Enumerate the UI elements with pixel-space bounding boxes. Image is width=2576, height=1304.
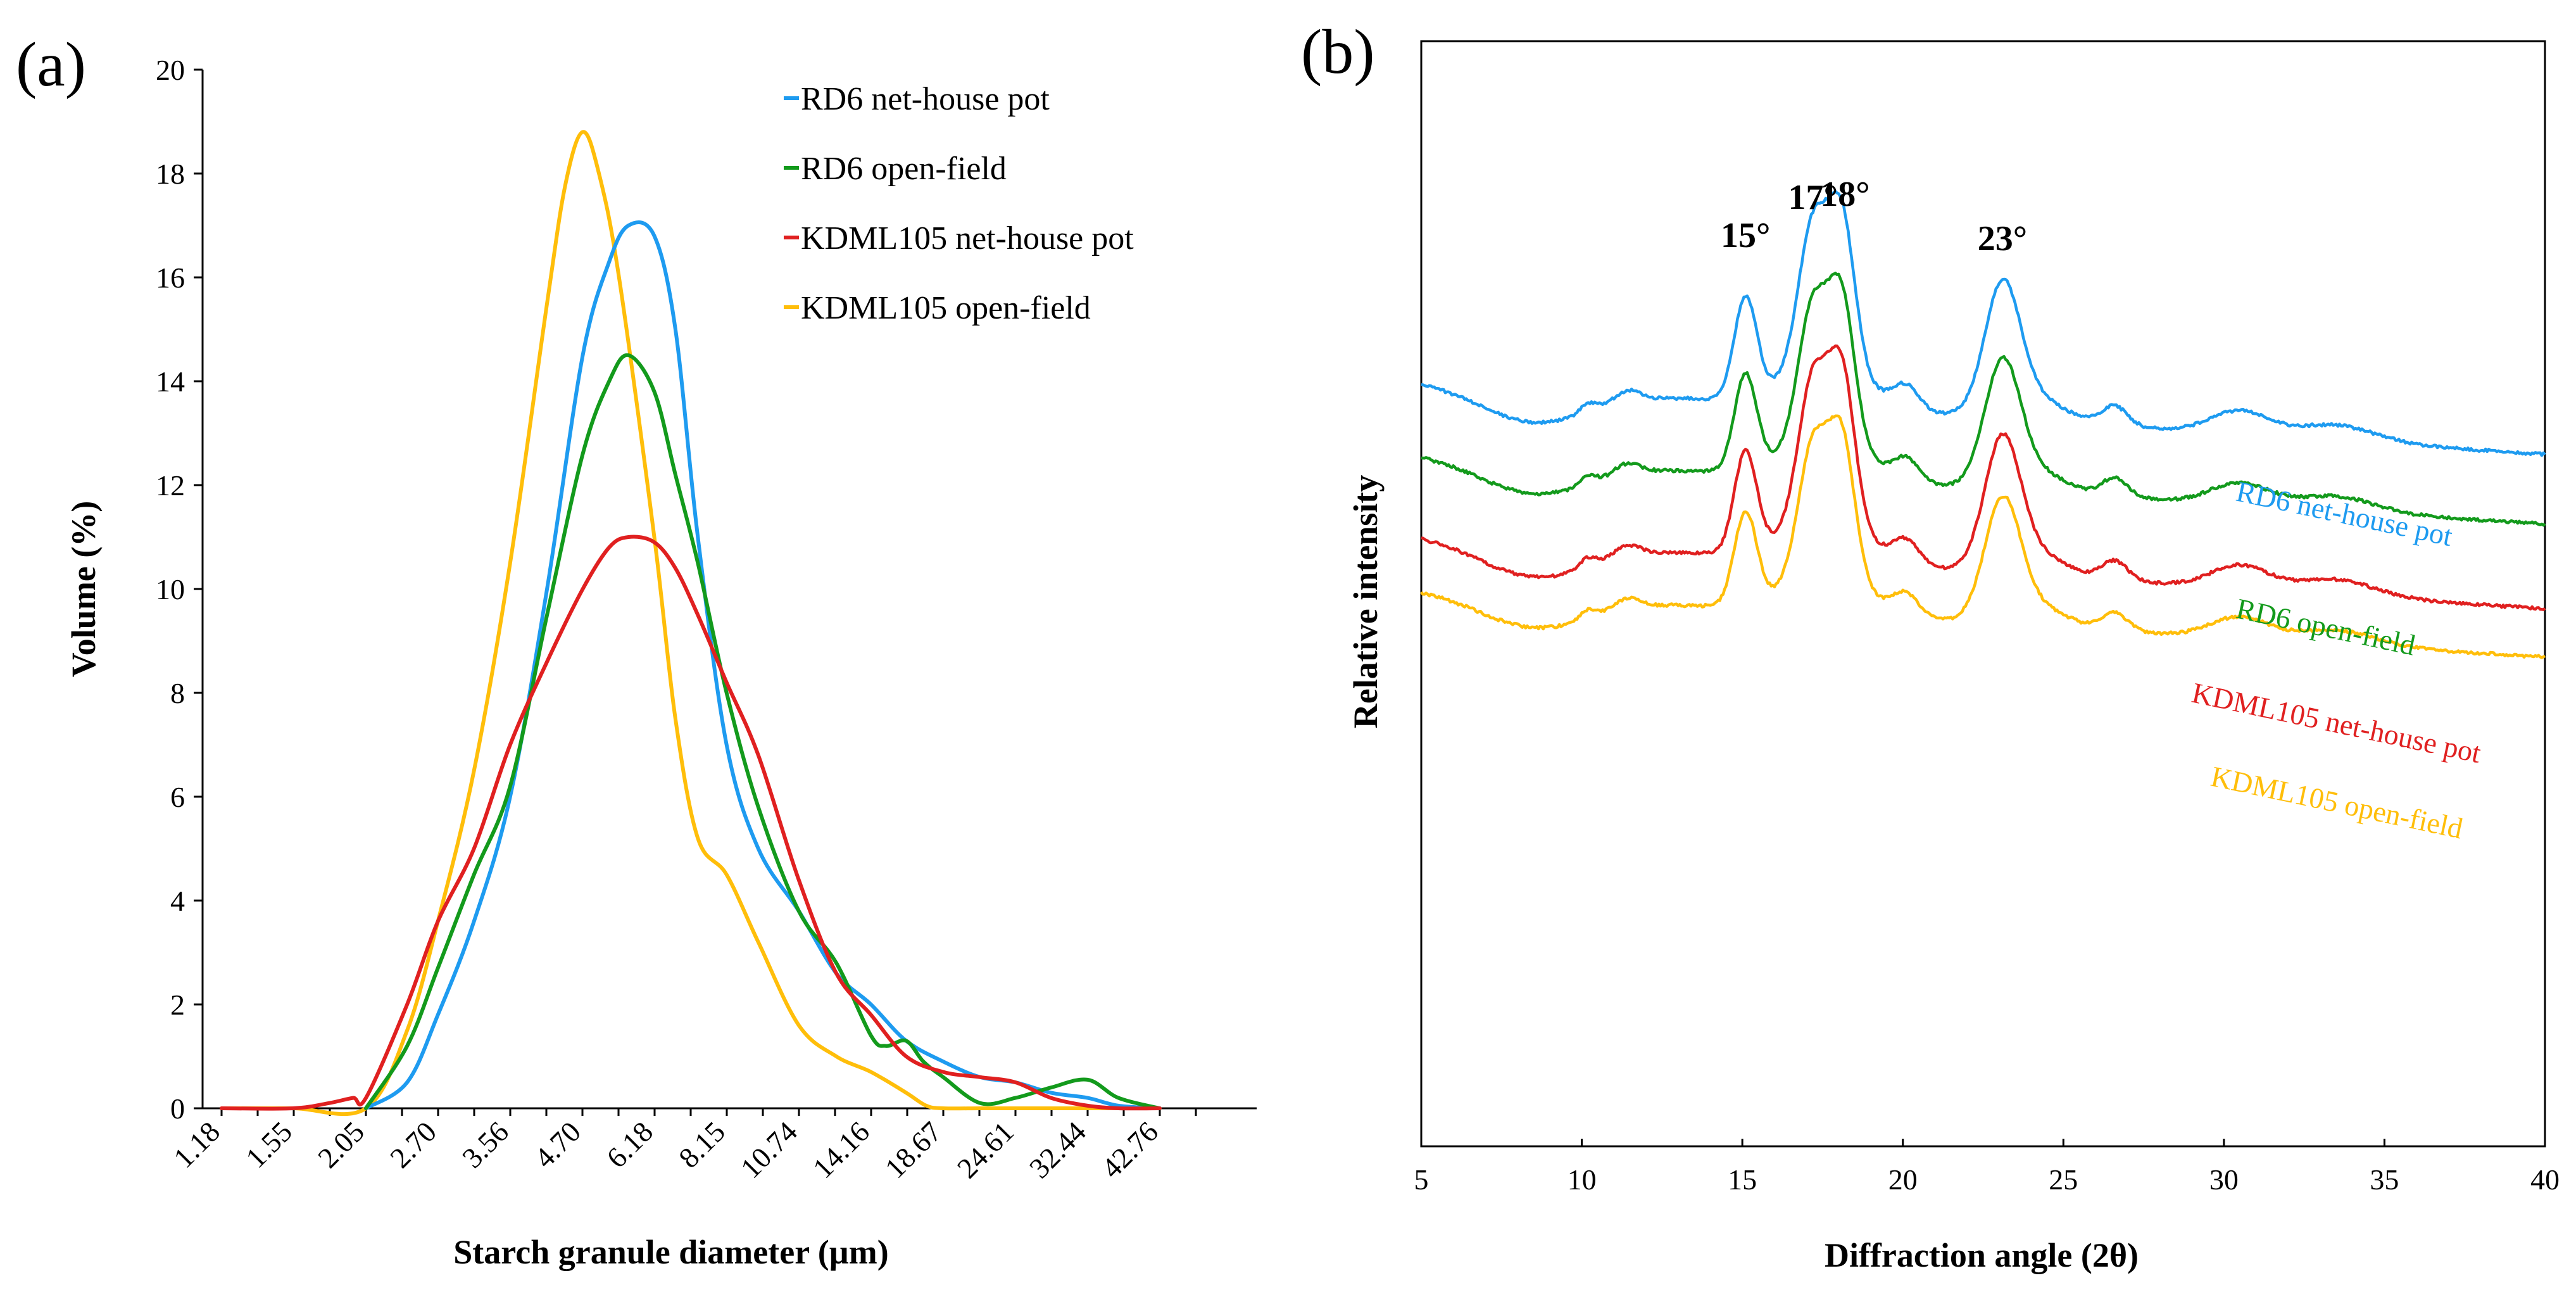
a-y-tick-label: 14 xyxy=(156,365,185,398)
b-peak-label: 23° xyxy=(1978,219,2027,258)
panel-b-x-ticks: 5 10 15 20 25 30 35 40 xyxy=(1414,1139,2560,1196)
panel-b-label: (b) xyxy=(1301,16,1375,87)
b-x-tick-label: 30 xyxy=(2209,1163,2239,1196)
b-x-tick-label: 10 xyxy=(1568,1163,1597,1196)
a-y-tick-label: 8 xyxy=(170,677,185,709)
a-y-tick-label: 0 xyxy=(170,1092,185,1125)
a-y-tick-label: 20 xyxy=(156,54,185,86)
a-legend-label: KDML105 open-field xyxy=(801,290,1091,326)
panel-b-y-axis-title: Relative intensity xyxy=(1347,475,1385,728)
b-x-tick-label: 35 xyxy=(2370,1163,2399,1196)
b-peak-label: 17° xyxy=(1788,178,1838,217)
a-series-line-2 xyxy=(220,535,1162,1111)
a-y-tick-label: 10 xyxy=(156,573,185,605)
a-y-tick-label: 6 xyxy=(170,781,185,813)
panel-a-x-axis-title: Starch granule diameter (µm) xyxy=(453,1233,889,1271)
panel-a-label: (a) xyxy=(16,29,86,99)
panel-a-y-ticks: 0 2 4 6 8 10 12 14 16 18 20 xyxy=(156,54,203,1125)
b-x-tick-label: 15 xyxy=(1728,1163,1757,1196)
b-series-line-0 xyxy=(1421,189,2546,457)
a-legend-label: RD6 net-house pot xyxy=(801,81,1050,117)
b-series-line-3 xyxy=(1420,414,2546,659)
b-x-tick-label: 40 xyxy=(2530,1163,2560,1196)
a-series-line-1 xyxy=(364,353,1162,1110)
a-series-line-3 xyxy=(220,130,1162,1117)
panel-a-y-axis-title: Volume (%) xyxy=(65,501,103,678)
b-series-line-2 xyxy=(1421,344,2546,611)
a-y-tick-label: 2 xyxy=(170,989,185,1021)
a-series-line-0 xyxy=(364,220,1162,1110)
panel-a-legend: RD6 net-house pot RD6 open-field KDML105 n… xyxy=(784,81,1134,326)
b-x-tick-label: 20 xyxy=(1888,1163,1918,1196)
b-x-tick-label: 5 xyxy=(1414,1163,1429,1196)
a-y-tick-label: 4 xyxy=(170,885,185,917)
a-y-tick-label: 18 xyxy=(156,158,185,190)
a-legend-label: KDML105 net-house pot xyxy=(801,220,1134,256)
b-peak-label: 15° xyxy=(1721,216,1770,255)
b-x-tick-label: 25 xyxy=(2049,1163,2078,1196)
a-legend-label: RD6 open-field xyxy=(801,151,1007,187)
a-y-tick-label: 12 xyxy=(156,469,185,502)
panel-b-series xyxy=(1420,189,2546,659)
panel-b-x-axis-title: Diffraction angle (2θ) xyxy=(1825,1236,2139,1274)
b-series-line-1 xyxy=(1421,271,2546,527)
panel-b-peak-labels: 15° 17°18° 23° xyxy=(1721,175,2027,258)
b-peak-label: 18° xyxy=(1820,175,1869,214)
a-y-tick-label: 16 xyxy=(156,262,185,294)
panel-a-series xyxy=(220,130,1162,1117)
